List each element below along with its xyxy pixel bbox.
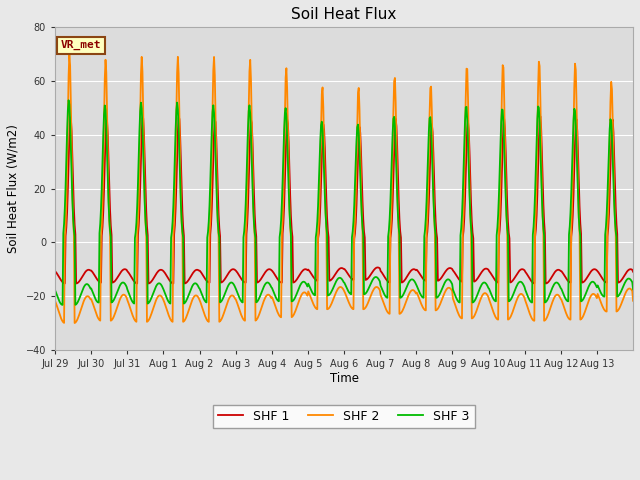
Line: SHF 2: SHF 2 [55, 55, 633, 323]
SHF 1 [542, 281, 550, 287]
SHF 1 [276, 279, 284, 285]
Y-axis label: Soil Heat Flux (W/m2): Soil Heat Flux (W/m2) [7, 124, 20, 253]
SHF 3 [65, 97, 72, 103]
SHF 3 [59, 302, 67, 308]
SHF 3 [629, 287, 637, 292]
SHF 3 [277, 217, 285, 223]
Line: SHF 3: SHF 3 [55, 100, 633, 305]
SHF 2 [405, 291, 413, 297]
Text: VR_met: VR_met [61, 40, 101, 50]
SHF 2 [277, 314, 285, 320]
SHF 2 [71, 320, 79, 326]
SHF 3 [255, 295, 263, 301]
Line: SHF 1: SHF 1 [55, 116, 633, 284]
SHF 3 [51, 287, 59, 293]
SHF 1 [404, 273, 412, 278]
SHF 2 [65, 52, 73, 58]
SHF 1 [254, 279, 262, 285]
SHF 1 [119, 267, 127, 273]
SHF 2 [438, 298, 445, 303]
Legend: SHF 1, SHF 2, SHF 3: SHF 1, SHF 2, SHF 3 [213, 405, 475, 428]
SHF 2 [51, 298, 59, 304]
SHF 3 [120, 280, 128, 286]
SHF 2 [120, 292, 128, 298]
SHF 1 [51, 268, 59, 274]
SHF 1 [436, 276, 444, 282]
SHF 1 [629, 269, 637, 275]
SHF 1 [225, 269, 233, 275]
SHF 3 [227, 280, 234, 286]
SHF 2 [255, 312, 263, 317]
SHF 3 [438, 287, 445, 293]
SHF 2 [227, 293, 234, 299]
X-axis label: Time: Time [330, 372, 358, 385]
SHF 1 [536, 113, 544, 119]
Title: Soil Heat Flux: Soil Heat Flux [291, 7, 397, 22]
SHF 3 [405, 279, 413, 285]
SHF 2 [629, 298, 637, 304]
